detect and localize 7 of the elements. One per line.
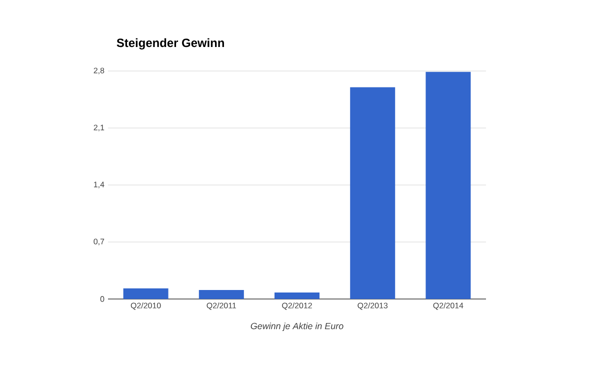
bar [198,290,244,299]
x-axis-title: Gewinn je Aktie in Euro [250,322,344,331]
bar [123,288,168,299]
bar [426,72,471,299]
bar [274,292,320,299]
chart-title: Steigender Gewinn [116,38,224,50]
bar [350,87,396,299]
